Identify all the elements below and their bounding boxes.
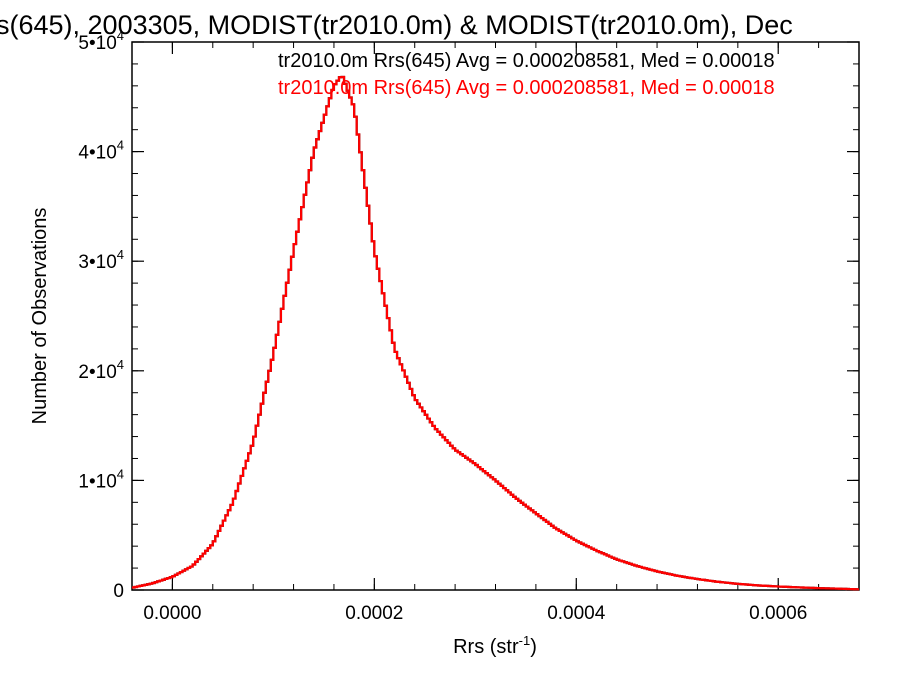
series-line-red bbox=[132, 75, 859, 591]
legend-entry-red: tr2010.0m Rrs(645) Avg = 0.000208581, Me… bbox=[278, 77, 775, 99]
legend-entry-black: tr2010.0m Rrs(645) Avg = 0.000208581, Me… bbox=[278, 50, 775, 72]
y-axis-label: Number of Observations bbox=[29, 208, 51, 425]
x-axis-label: Rrs (str-1) bbox=[453, 633, 537, 658]
y-tick-label: 4•104 bbox=[78, 138, 124, 164]
chart-title: s(645), 2003305, MODIST(tr2010.0m) & MOD… bbox=[0, 10, 793, 40]
plot-frame bbox=[131, 41, 860, 591]
x-tick-labels: 0.0000 0.0002 0.0004 0.0006 bbox=[143, 603, 807, 624]
y-tick-label: 1•104 bbox=[78, 466, 124, 492]
series-line-black bbox=[132, 75, 859, 591]
x-tick-label: 0.0004 bbox=[547, 603, 606, 624]
x-tick-label: 0.0000 bbox=[143, 603, 201, 624]
y-tick-label: 5•104 bbox=[78, 28, 124, 54]
y-tick-label: 3•104 bbox=[78, 247, 124, 273]
y-tick-label: 0 bbox=[113, 581, 124, 602]
axis-ticks bbox=[131, 41, 860, 591]
y-tick-label: 2•104 bbox=[78, 357, 124, 383]
x-tick-label: 0.0006 bbox=[749, 603, 807, 624]
y-tick-labels: 0 1•104 2•104 3•104 4•104 5•104 bbox=[78, 28, 124, 602]
x-tick-label: 0.0002 bbox=[345, 603, 403, 624]
